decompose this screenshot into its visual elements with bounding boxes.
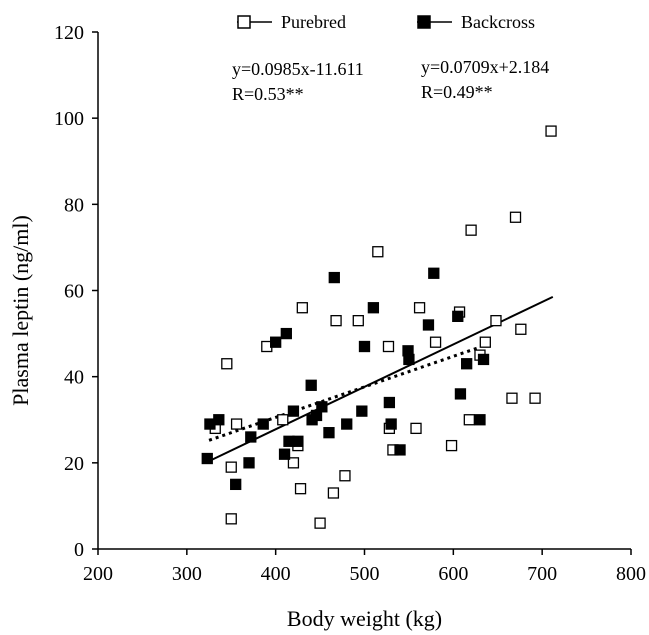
y-tick-label: 20 bbox=[64, 453, 84, 475]
x-tick-label: 300 bbox=[172, 563, 202, 585]
y-tick-label: 40 bbox=[64, 367, 84, 389]
purebred-point bbox=[294, 483, 307, 495]
x-axis-title: Body weight (kg) bbox=[287, 606, 442, 631]
backcross-point bbox=[245, 431, 257, 443]
backcross-point bbox=[316, 401, 328, 413]
purebred-point bbox=[529, 392, 541, 404]
backcross-point bbox=[356, 405, 368, 417]
legend-label-backcross: Backcross bbox=[461, 12, 535, 32]
x-tick-label: 200 bbox=[83, 563, 113, 585]
backcross-point bbox=[428, 267, 440, 279]
purebred-point bbox=[509, 211, 522, 223]
backcross-point bbox=[477, 353, 490, 366]
legend-label-purebred: Purebred bbox=[281, 12, 346, 32]
x-axis-ticks: 200 300 400 500 600 700 800 bbox=[83, 549, 646, 585]
purebred-point bbox=[230, 418, 243, 430]
backcross-point bbox=[474, 414, 486, 426]
backcross-point bbox=[323, 427, 335, 439]
purebred-point bbox=[463, 414, 475, 426]
regression-annotations: y=0.0985x-11.611 R=0.53** y=0.0709x+2.18… bbox=[232, 57, 549, 104]
backcross-r-value: R=0.49** bbox=[421, 82, 493, 102]
purebred-point bbox=[479, 336, 491, 348]
purebred-point bbox=[296, 302, 308, 314]
x-tick-label: 500 bbox=[350, 563, 380, 585]
backcross-point bbox=[213, 414, 225, 426]
backcross-equation: y=0.0709x+2.184 bbox=[421, 57, 549, 77]
backcross-point bbox=[230, 478, 242, 491]
legend-item-purebred: Purebred bbox=[237, 12, 346, 32]
x-tick-label: 400 bbox=[261, 563, 291, 585]
x-tick-label: 800 bbox=[616, 563, 646, 585]
backcross-point bbox=[243, 457, 255, 469]
purebred-point bbox=[506, 392, 518, 404]
x-tick-label: 700 bbox=[527, 563, 557, 585]
series-purebred bbox=[209, 125, 557, 529]
backcross-point bbox=[385, 418, 397, 430]
y-tick-label: 0 bbox=[74, 539, 84, 561]
trendline-backcross bbox=[208, 345, 481, 442]
backcross-point bbox=[461, 358, 473, 370]
purebred-point bbox=[277, 414, 289, 426]
backcross-point bbox=[257, 418, 269, 430]
purebred-point bbox=[287, 457, 300, 469]
purebred-point bbox=[225, 513, 237, 525]
y-tick-label: 80 bbox=[64, 194, 84, 216]
purebred-point bbox=[465, 224, 477, 236]
legend: Purebred Backcross bbox=[237, 12, 535, 32]
backcross-point bbox=[452, 310, 464, 323]
backcross-point bbox=[394, 444, 406, 456]
purebred-point bbox=[429, 336, 442, 348]
purebred-point bbox=[327, 487, 340, 499]
purebred-point bbox=[352, 315, 364, 327]
legend-item-backcross: Backcross bbox=[417, 12, 535, 32]
purebred-point bbox=[445, 439, 458, 452]
backcross-point bbox=[287, 405, 300, 417]
backcross-point bbox=[270, 336, 282, 348]
backcross-point bbox=[305, 379, 317, 391]
backcross-point bbox=[454, 388, 467, 400]
legend-marker-purebred bbox=[237, 15, 251, 29]
purebred-r-value: R=0.53** bbox=[232, 84, 304, 104]
y-tick-label: 100 bbox=[54, 108, 84, 130]
purebred-point bbox=[413, 302, 426, 314]
purebred-point bbox=[339, 470, 351, 482]
backcross-point bbox=[280, 327, 292, 340]
purebred-point bbox=[221, 358, 233, 370]
series-backcross bbox=[201, 267, 490, 491]
purebred-point bbox=[382, 340, 395, 353]
y-axis-ticks: 0 20 40 60 80 100 120 bbox=[54, 22, 98, 561]
purebred-point bbox=[225, 461, 237, 473]
purebred-point bbox=[372, 246, 384, 258]
purebred-point bbox=[330, 315, 342, 327]
y-axis-title: Plasma leptin (ng/ml) bbox=[8, 215, 33, 406]
backcross-point bbox=[422, 319, 435, 331]
backcross-point bbox=[341, 418, 353, 430]
purebred-point bbox=[545, 125, 557, 137]
backcross-point bbox=[403, 353, 415, 366]
backcross-point bbox=[383, 396, 396, 409]
backcross-point bbox=[367, 302, 380, 314]
backcross-point bbox=[358, 340, 371, 353]
purebred-equation: y=0.0985x-11.611 bbox=[232, 59, 364, 79]
purebred-point bbox=[314, 517, 326, 529]
purebred-point bbox=[515, 323, 527, 335]
backcross-point bbox=[292, 435, 304, 447]
backcross-point bbox=[201, 452, 213, 465]
y-tick-label: 60 bbox=[64, 281, 84, 303]
axes: 200 300 400 500 600 700 800 0 20 40 60 80 100 120 bbox=[54, 22, 646, 585]
backcross-point bbox=[328, 271, 340, 284]
purebred-point bbox=[490, 315, 502, 327]
y-tick-label: 120 bbox=[54, 22, 84, 44]
backcross-point bbox=[278, 448, 291, 460]
x-tick-label: 600 bbox=[438, 563, 468, 585]
purebred-point bbox=[410, 422, 422, 435]
data-points bbox=[201, 125, 557, 529]
legend-marker-backcross bbox=[417, 15, 431, 29]
